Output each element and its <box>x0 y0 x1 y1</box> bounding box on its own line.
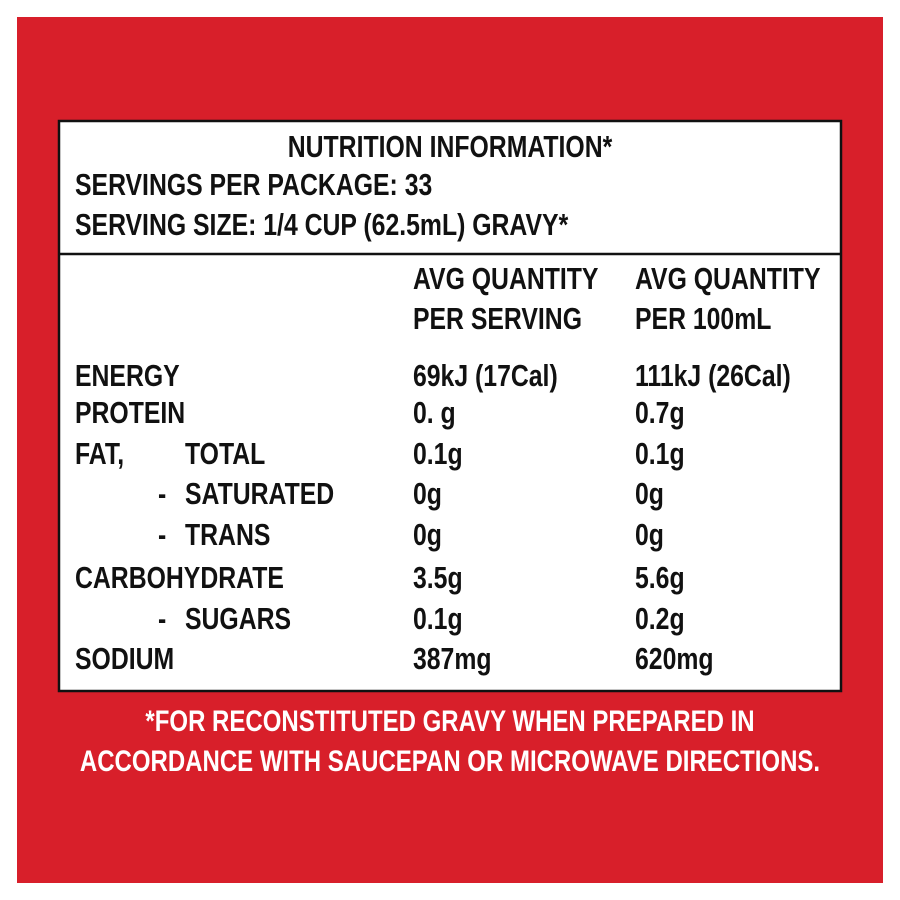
row-value: 3.5g <box>413 561 463 595</box>
text-layer: NUTRITION INFORMATION* SERVINGS PER PACKA… <box>75 130 821 778</box>
row-value: 111kJ (26Cal) <box>635 359 791 393</box>
column-header: AVG QUANTITY <box>635 262 821 296</box>
title: NUTRITION INFORMATION* <box>288 130 613 164</box>
row-value: 0g <box>635 518 664 552</box>
row-label: PROTEIN <box>75 396 185 430</box>
row-label: ENERGY <box>75 359 180 393</box>
footnote: *FOR RECONSTITUTED GRAVY WHEN PREPARED I… <box>145 703 754 737</box>
row-label: CARBOHYDRATE <box>75 561 284 595</box>
column-header: PER 100mL <box>635 302 771 336</box>
servings: SERVINGS PER PACKAGE: 33 <box>75 168 432 202</box>
row-value: 0g <box>635 477 664 511</box>
column-header: PER SERVING <box>413 302 582 336</box>
row-value: 0.1g <box>413 602 463 636</box>
row-value: 620mg <box>635 642 714 676</box>
serving-size: SERVING SIZE: 1/4 CUP (62.5mL) GRAVY* <box>75 208 568 242</box>
row-value: 0g <box>413 477 442 511</box>
row-value: 0g <box>413 518 442 552</box>
row-sublabel: TRANS <box>185 518 270 552</box>
row-value: 0.7g <box>635 396 685 430</box>
row-value: 5.6g <box>635 561 685 595</box>
row-dash: - <box>158 518 166 552</box>
row-sublabel: TOTAL <box>185 437 265 471</box>
column-header: AVG QUANTITY <box>413 262 599 296</box>
row-value: 0.1g <box>635 437 685 471</box>
row-label: SODIUM <box>75 642 174 676</box>
row-value: 0.1g <box>413 437 463 471</box>
row-sublabel: SUGARS <box>185 602 291 636</box>
row-label: FAT, <box>75 437 124 471</box>
row-value: 69kJ (17Cal) <box>413 359 558 393</box>
footnote: ACCORDANCE WITH SAUCEPAN OR MICROWAVE DI… <box>80 743 820 777</box>
row-dash: - <box>158 477 166 511</box>
row-value: 387mg <box>413 642 492 676</box>
info-box <box>57 119 843 693</box>
row-value: 0.2g <box>635 602 685 636</box>
row-dash: - <box>158 602 166 636</box>
row-value: 0. g <box>413 396 456 430</box>
row-sublabel: SATURATED <box>185 477 334 511</box>
